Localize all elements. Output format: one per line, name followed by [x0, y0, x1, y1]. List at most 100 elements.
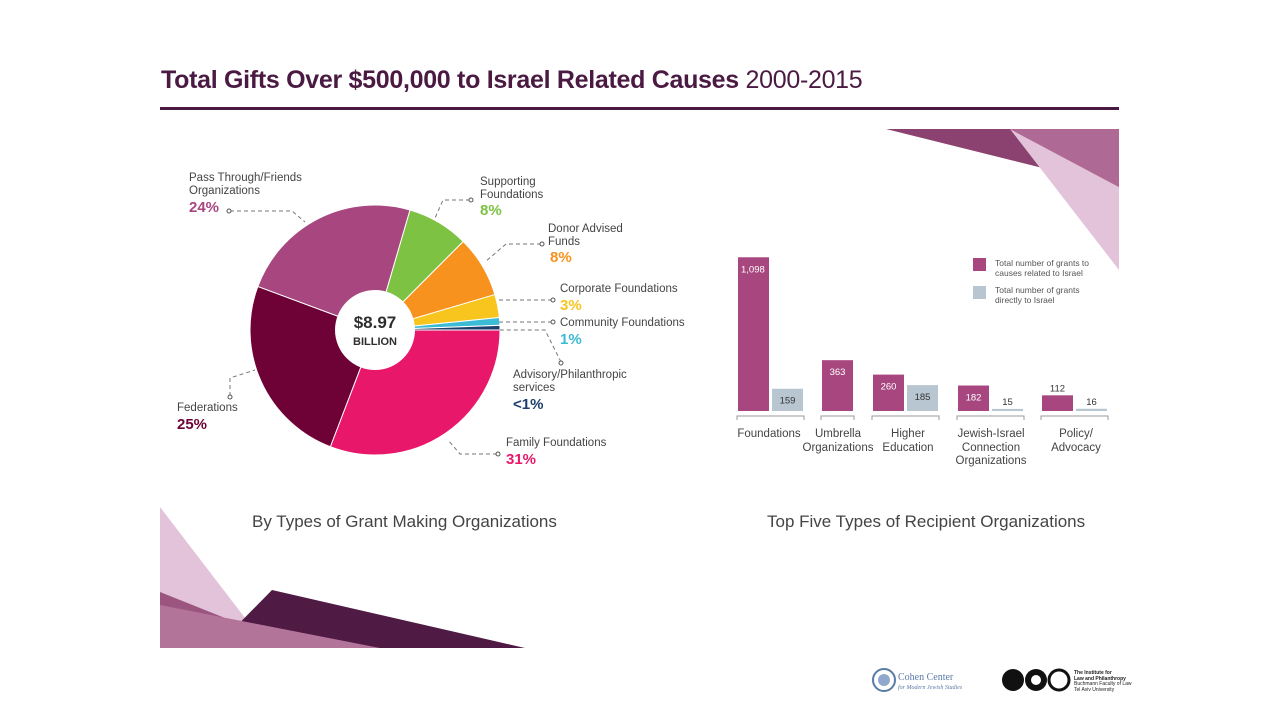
bar-chart: 1,098 159 363 260 185 182 15 112 16	[738, 257, 1107, 411]
institute-mark-icon	[1002, 669, 1024, 691]
leader-dot	[495, 451, 501, 457]
bar-direct	[992, 408, 1023, 411]
bar-value-label: 182	[966, 393, 982, 404]
leader-dots	[226, 197, 564, 457]
label-pass-through: Pass Through/Friends Organizations	[189, 172, 302, 198]
pct-pass-through: 24%	[189, 199, 220, 216]
title-main: Total Gifts Over $500,000 to Israel Rela…	[161, 66, 739, 94]
category-line: Higher	[891, 428, 925, 440]
leader-dot	[558, 360, 564, 366]
category-line: Foundations	[737, 428, 801, 440]
leader-federations	[229, 369, 256, 396]
pct-supporting: 8%	[480, 202, 502, 219]
institute-logo	[1002, 668, 1071, 692]
bar-value-label: 363	[830, 367, 846, 378]
bar-related	[1042, 395, 1073, 411]
leader-family	[447, 439, 497, 455]
category-line: Jewish-Israel	[957, 428, 1025, 440]
institute-line: Buchmann Faculty of Law	[1074, 681, 1132, 687]
category-bracket	[736, 415, 805, 420]
bar-value-label: 260	[881, 382, 897, 393]
pct-federations: 25%	[177, 416, 208, 433]
institute-line: Law and Philanthropy	[1074, 675, 1126, 682]
institute-mark-icon	[1047, 668, 1071, 692]
pct-donor-advised: 8%	[550, 249, 572, 266]
label-corporate: Corporate Foundations	[560, 283, 678, 295]
label-advisory: Advisory/Philanthropic services	[513, 369, 627, 395]
label-line: Advisory/Philanthropic	[513, 369, 627, 381]
category-line: Organizations	[955, 455, 1027, 467]
label-line: Funds	[548, 236, 580, 248]
pie-subtitle: By Types of Grant Making Organizations	[252, 512, 557, 531]
bar-value-label: 15	[1002, 397, 1013, 408]
category-label: Higher Education	[863, 428, 953, 455]
bar-direct	[772, 388, 803, 411]
institute-mark-inner	[1031, 675, 1041, 685]
bar-subtitle: Top Five Types of Recipient Organization…	[767, 512, 1086, 531]
category-bracket	[820, 415, 855, 420]
institute-line: The Institute for	[1074, 670, 1112, 676]
decor-triangle	[160, 605, 380, 648]
category-bracket	[956, 415, 1025, 420]
legend-direct: Total number of grants directly to Israe…	[995, 285, 1080, 305]
category-label: Jewish-Israel Connection Organizations	[946, 428, 1036, 469]
pct-corporate: 3%	[560, 297, 582, 314]
category-label: Umbrella Organizations	[793, 428, 883, 455]
label-donor-advised: Donor Advised Funds	[548, 223, 623, 249]
label-family: Family Foundations	[506, 437, 607, 449]
legend-line: Total number of grants to	[995, 258, 1090, 268]
cohen-center-name: Cohen Center	[898, 672, 954, 683]
category-line: Organizations	[802, 441, 874, 454]
label-federations: Federations	[177, 402, 238, 414]
category-line: Education	[882, 441, 934, 454]
leader-advisory	[498, 329, 562, 363]
bar-related	[958, 385, 989, 411]
leader-pass-through	[230, 210, 306, 223]
label-supporting: Supporting Foundations	[480, 176, 543, 202]
category-brackets	[736, 415, 1109, 420]
leader-supporting	[434, 199, 470, 219]
bar-related	[822, 360, 853, 411]
cohen-center-sub: for Modern Jewish Studies	[898, 685, 963, 691]
bar-related	[738, 257, 769, 411]
leader-dot	[550, 297, 556, 303]
pct-advisory: <1%	[513, 396, 544, 413]
decor-bottom-left	[160, 507, 525, 648]
label-line: Foundations	[480, 189, 544, 201]
leader-dot	[539, 241, 545, 247]
decor-top-right	[886, 129, 1119, 270]
cohen-seal-inner	[878, 674, 890, 686]
pie-center-unit: BILLION	[353, 336, 397, 348]
label-line: Organizations	[189, 185, 260, 197]
leader-dot	[226, 208, 232, 214]
bar-value-label: 185	[915, 392, 931, 403]
leader-donor-advised	[484, 243, 541, 263]
page-title: Total Gifts Over $500,000 to Israel Rela…	[161, 66, 863, 95]
category-bracket	[871, 415, 940, 420]
legend-swatch-related	[973, 258, 986, 271]
category-line: Policy/	[1059, 428, 1093, 440]
leader-dot	[550, 319, 556, 325]
label-community: Community Foundations	[560, 317, 685, 329]
bar-direct	[1076, 408, 1107, 411]
decor-triangle	[1010, 129, 1119, 270]
pie-center-hole	[335, 290, 415, 370]
legend-related: Total number of grants to causes related…	[995, 258, 1089, 278]
title-rule	[160, 107, 1119, 110]
bar-value-label: 16	[1086, 397, 1097, 408]
pct-family: 31%	[506, 451, 537, 468]
pie-leaders	[229, 199, 562, 455]
cohen-center-logo	[872, 668, 896, 692]
label-line: Supporting	[480, 176, 536, 188]
institute-line: Tel Aviv University	[1074, 686, 1115, 693]
legend-line: Total number of grants	[995, 285, 1080, 295]
category-line: Advocacy	[1051, 441, 1101, 454]
label-line: Donor Advised	[548, 223, 623, 235]
bar-related	[873, 374, 904, 411]
pct-community: 1%	[560, 331, 582, 348]
leader-dot	[227, 394, 233, 400]
label-line: Pass Through/Friends	[189, 172, 302, 184]
category-line: Connection	[961, 441, 1021, 454]
bar-value-label: 159	[780, 396, 796, 407]
